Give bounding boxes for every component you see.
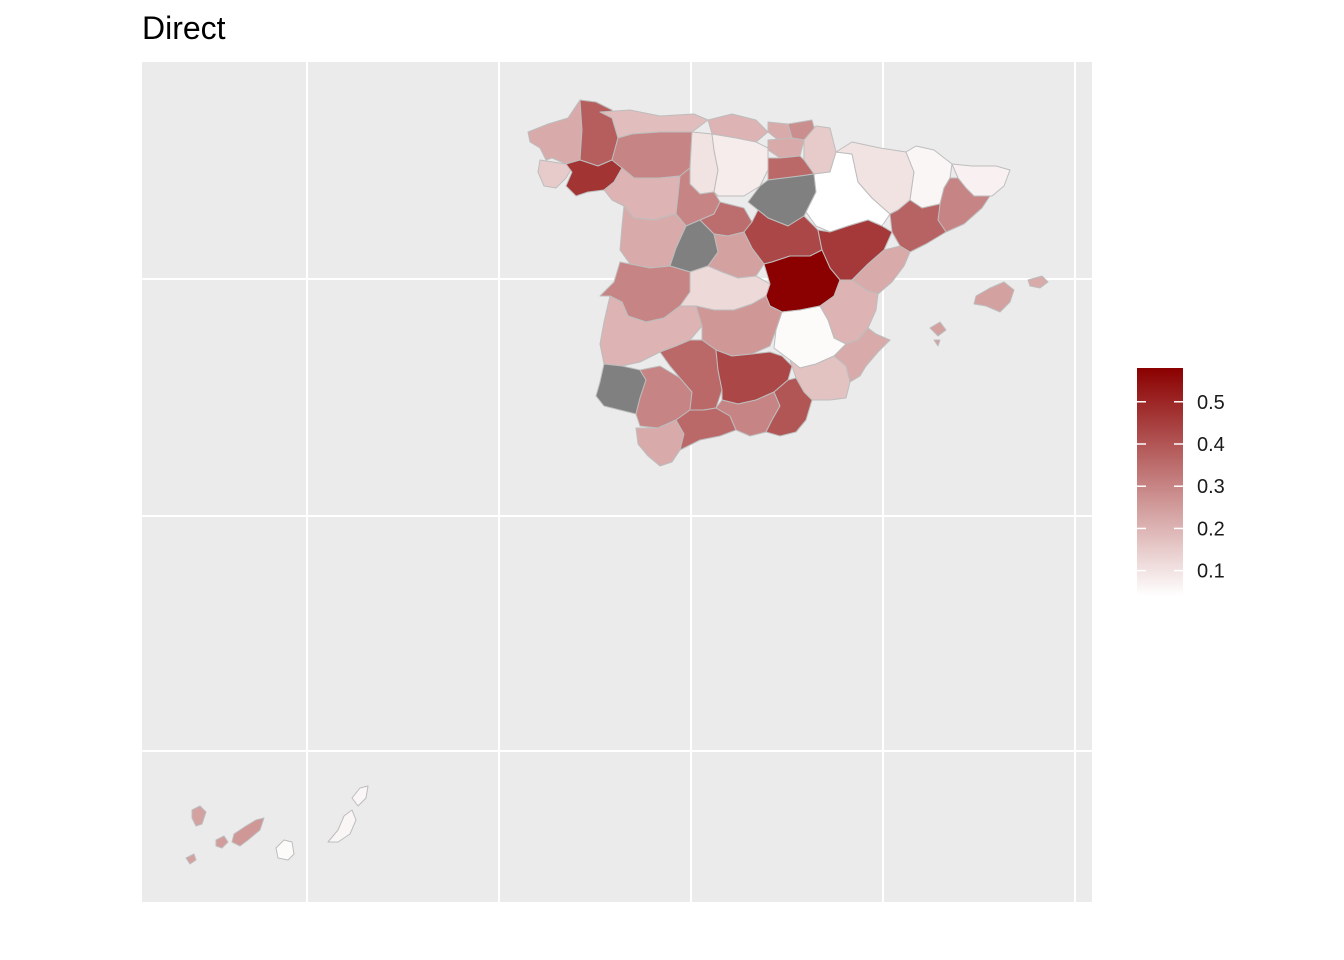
region-tarragona[interactable]	[889, 199, 947, 253]
region-el-hierro[interactable]	[185, 853, 197, 865]
region-cordoba[interactable]	[659, 339, 723, 411]
region-menorca[interactable]	[1027, 275, 1049, 289]
legend-tick-label: 0.4	[1197, 434, 1225, 456]
region-barcelona[interactable]	[937, 177, 991, 233]
region-mallorca[interactable]	[973, 281, 1015, 313]
map-title: Direct	[142, 10, 226, 46]
gridlines	[142, 62, 1092, 902]
legend-tick-label: 0.3	[1197, 476, 1225, 498]
region-la-gomera[interactable]	[215, 835, 229, 849]
legend-tick-label: 0.1	[1197, 561, 1225, 583]
region-malaga[interactable]	[675, 407, 737, 451]
legend: 0.1 0.2 0.3 0.4 0.5	[1137, 368, 1225, 596]
region-almeria[interactable]	[765, 377, 813, 437]
region-ibiza[interactable]	[929, 321, 947, 347]
region-castellon[interactable]	[851, 245, 911, 295]
region-cadiz[interactable]	[635, 419, 685, 467]
legend-colorbar	[1137, 368, 1183, 596]
region-tenerife[interactable]	[231, 817, 265, 847]
legend-ticks: 0.1 0.2 0.3 0.4 0.5	[1137, 392, 1225, 583]
legend-tick-label: 0.2	[1197, 518, 1225, 540]
region-gran-canaria[interactable]	[275, 839, 295, 861]
region-fuerteventura[interactable]	[327, 809, 357, 843]
region-la-palma[interactable]	[191, 805, 207, 827]
region-lanzarote[interactable]	[351, 785, 369, 807]
region-lugo[interactable]	[579, 99, 619, 167]
legend-tick-label: 0.5	[1197, 392, 1225, 414]
regions-layer	[185, 99, 1049, 865]
region-burgos[interactable]	[711, 133, 769, 197]
